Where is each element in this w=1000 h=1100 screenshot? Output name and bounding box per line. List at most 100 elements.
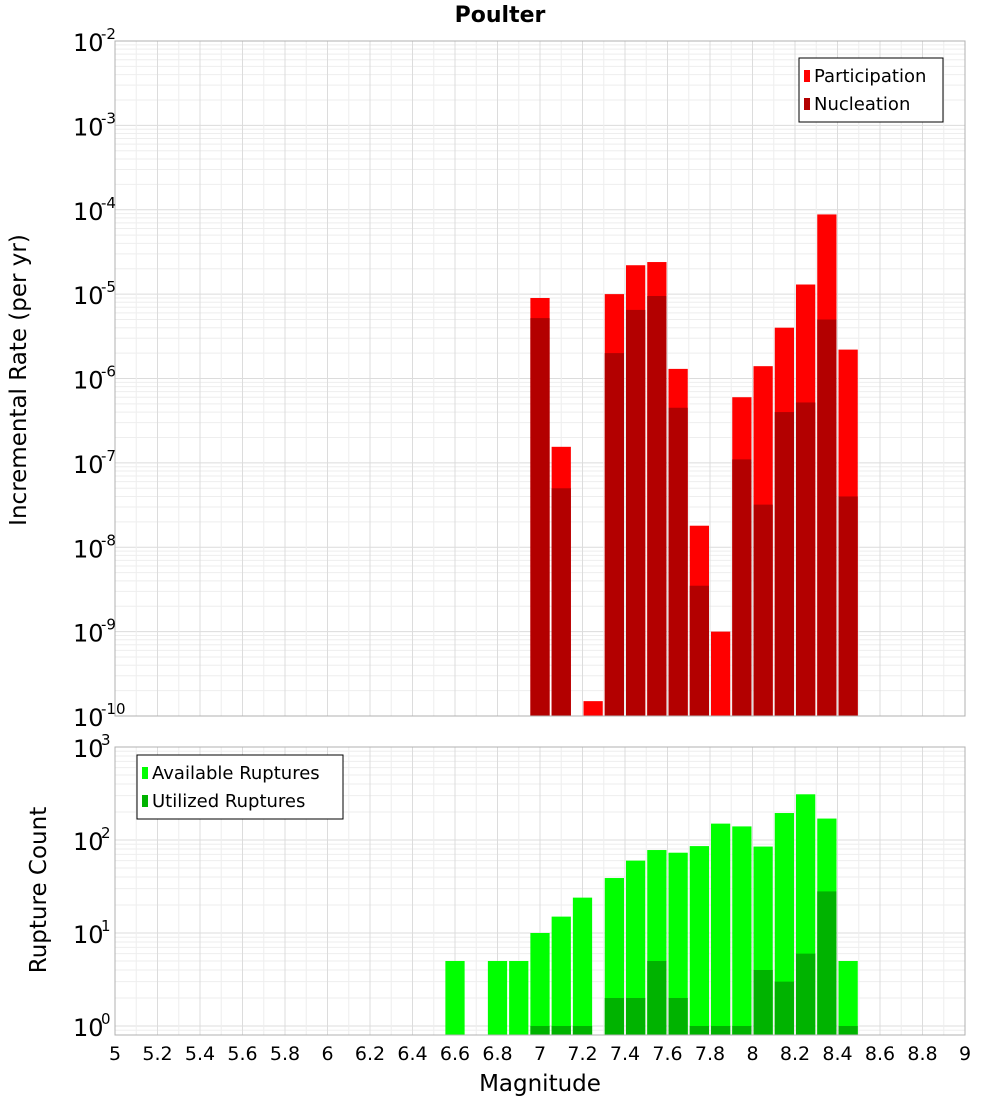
top-y-tick-exponent: -7 — [101, 447, 116, 465]
top-bar-nucleation — [604, 353, 624, 716]
top-bar-nucleation — [796, 402, 816, 716]
top-bar-nucleation — [668, 407, 688, 716]
bottom-bar-utilized-ruptures — [668, 997, 688, 1035]
top-legend-label: Participation — [814, 66, 926, 87]
x-tick-label: 8.8 — [907, 1043, 937, 1065]
top-y-tick-exponent: -10 — [101, 700, 126, 718]
x-tick-label: 6.8 — [482, 1043, 512, 1065]
x-tick-label: 7.2 — [567, 1043, 597, 1065]
bottom-y-tick-label: 10 — [73, 735, 104, 763]
top-y-tick-label: 10 — [73, 198, 104, 226]
bottom-y-tick-label: 10 — [73, 921, 104, 949]
x-tick-label: 6.2 — [355, 1043, 385, 1065]
top-bar-nucleation — [530, 318, 550, 716]
top-y-tick-label: 10 — [73, 451, 104, 479]
bottom-bar-available-ruptures — [711, 823, 731, 1035]
bottom-bar-utilized-ruptures — [551, 1025, 571, 1035]
top-y-tick-exponent: -4 — [101, 194, 116, 212]
bottom-y-tick-exponent: 2 — [101, 824, 111, 842]
bottom-bar-available-ruptures — [572, 897, 593, 1035]
bottom-bar-utilized-ruptures — [711, 1025, 731, 1035]
x-tick-label: 8.2 — [780, 1043, 810, 1065]
bottom-bar-utilized-ruptures — [838, 1025, 858, 1035]
top-plot-frame — [114, 40, 966, 717]
x-tick-label: 6.4 — [397, 1043, 427, 1065]
chart-title: Poulter — [455, 3, 546, 28]
bottom-bar-utilized-ruptures — [753, 969, 773, 1035]
x-tick-label: 7.4 — [610, 1043, 640, 1065]
bottom-bar-available-ruptures — [604, 878, 624, 1035]
top-bar-nucleation — [551, 488, 571, 716]
bottom-legend-swatch — [142, 795, 148, 807]
top-bar-participation — [583, 701, 603, 716]
bottom-bar-available-ruptures — [689, 846, 709, 1035]
x-tick-label: 5.2 — [142, 1043, 172, 1065]
top-y-axis-label: Incremental Rate (per yr) — [6, 234, 32, 526]
x-tick-label: 7 — [534, 1043, 546, 1065]
x-tick-label: 7.6 — [652, 1043, 682, 1065]
top-y-tick-label: 10 — [73, 704, 104, 732]
top-bar-nucleation — [753, 504, 773, 716]
top-y-tick-label: 10 — [73, 367, 104, 395]
bottom-bar-utilized-ruptures — [796, 953, 816, 1035]
x-tick-label: 5.6 — [227, 1043, 257, 1065]
top-y-tick-label: 10 — [73, 113, 104, 141]
top-legend-swatch — [804, 70, 810, 82]
bottom-bar-available-ruptures — [509, 960, 529, 1035]
x-tick-label: 6 — [321, 1043, 333, 1065]
top-y-tick-label: 10 — [73, 282, 104, 310]
bottom-bar-utilized-ruptures — [647, 960, 667, 1035]
bottom-y-tick-exponent: 0 — [101, 1010, 111, 1028]
bottom-bar-utilized-ruptures — [626, 997, 646, 1035]
bottom-bar-utilized-ruptures — [817, 891, 837, 1035]
bottom-bar-utilized-ruptures — [530, 1025, 550, 1035]
bottom-bar-available-ruptures — [445, 960, 465, 1035]
x-tick-label: 8.6 — [865, 1043, 895, 1065]
bottom-bar-available-ruptures — [774, 813, 794, 1035]
bottom-bar-utilized-ruptures — [604, 997, 624, 1035]
top-bar-nucleation — [817, 319, 837, 716]
top-y-tick-exponent: -5 — [101, 278, 116, 296]
top-bar-nucleation — [838, 496, 858, 716]
x-tick-label: 9 — [959, 1043, 971, 1065]
top-y-tick-exponent: -2 — [101, 25, 116, 43]
bottom-y-axis-label: Rupture Count — [26, 807, 52, 973]
x-tick-label: 8 — [746, 1043, 758, 1065]
x-axis-label: Magnitude — [479, 1071, 601, 1097]
top-legend-swatch — [804, 98, 810, 110]
bottom-bar-utilized-ruptures — [572, 1025, 593, 1035]
top-bar-nucleation — [732, 459, 752, 716]
bottom-legend-label: Utilized Ruptures — [152, 791, 305, 812]
x-tick-label: 6.6 — [440, 1043, 470, 1065]
top-bar-nucleation — [774, 412, 794, 716]
bottom-bar-utilized-ruptures — [774, 981, 794, 1035]
bottom-y-tick-exponent: 3 — [101, 731, 111, 749]
bottom-bar-available-ruptures — [551, 916, 571, 1035]
bottom-bar-available-ruptures — [838, 960, 858, 1035]
bottom-bar-available-ruptures — [626, 860, 646, 1035]
bottom-bar-available-ruptures — [487, 960, 508, 1035]
top-y-tick-exponent: -3 — [101, 109, 116, 127]
x-tick-label: 5.4 — [185, 1043, 215, 1065]
bottom-legend-swatch — [142, 767, 148, 779]
bottom-legend-box — [136, 754, 344, 820]
top-legend-label: Nucleation — [814, 94, 910, 115]
bottom-legend-label: Available Ruptures — [152, 763, 320, 784]
top-y-tick-exponent: -8 — [101, 531, 116, 549]
top-y-tick-exponent: -9 — [101, 616, 116, 634]
bottom-bar-utilized-ruptures — [732, 1025, 752, 1035]
bottom-bar-available-ruptures — [732, 826, 752, 1035]
bottom-y-tick-label: 10 — [73, 1014, 104, 1042]
top-bar-participation — [711, 631, 731, 716]
bottom-bar-utilized-ruptures — [689, 1025, 709, 1035]
bottom-y-tick-exponent: 1 — [101, 917, 111, 935]
bottom-bar-available-ruptures — [668, 852, 688, 1035]
bottom-bar-available-ruptures — [530, 932, 550, 1035]
x-tick-label: 7.8 — [695, 1043, 725, 1065]
bottom-y-tick-label: 10 — [73, 828, 104, 856]
x-tick-label: 8.4 — [822, 1043, 852, 1065]
bottom-plot-frame — [114, 746, 966, 1036]
top-bar-nucleation — [626, 309, 646, 716]
